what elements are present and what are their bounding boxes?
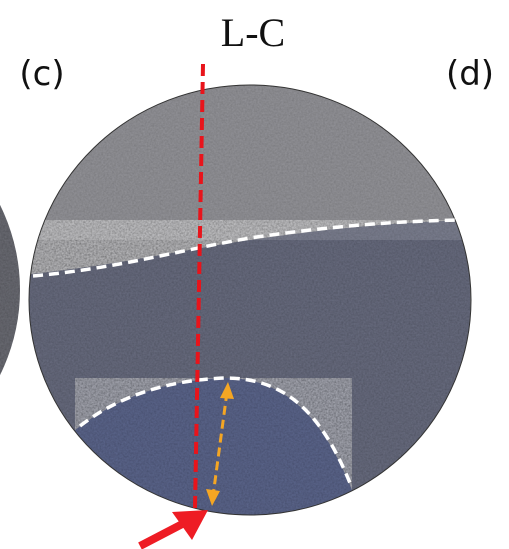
panel-label: (c) [19, 54, 64, 94]
figure: L-C (c) (d) [0, 0, 509, 549]
panel-label: (d) [446, 54, 494, 94]
fracture-surface [20, 80, 490, 520]
orientation-label: L-C [221, 10, 285, 55]
left-panel-sliver [0, 80, 30, 500]
